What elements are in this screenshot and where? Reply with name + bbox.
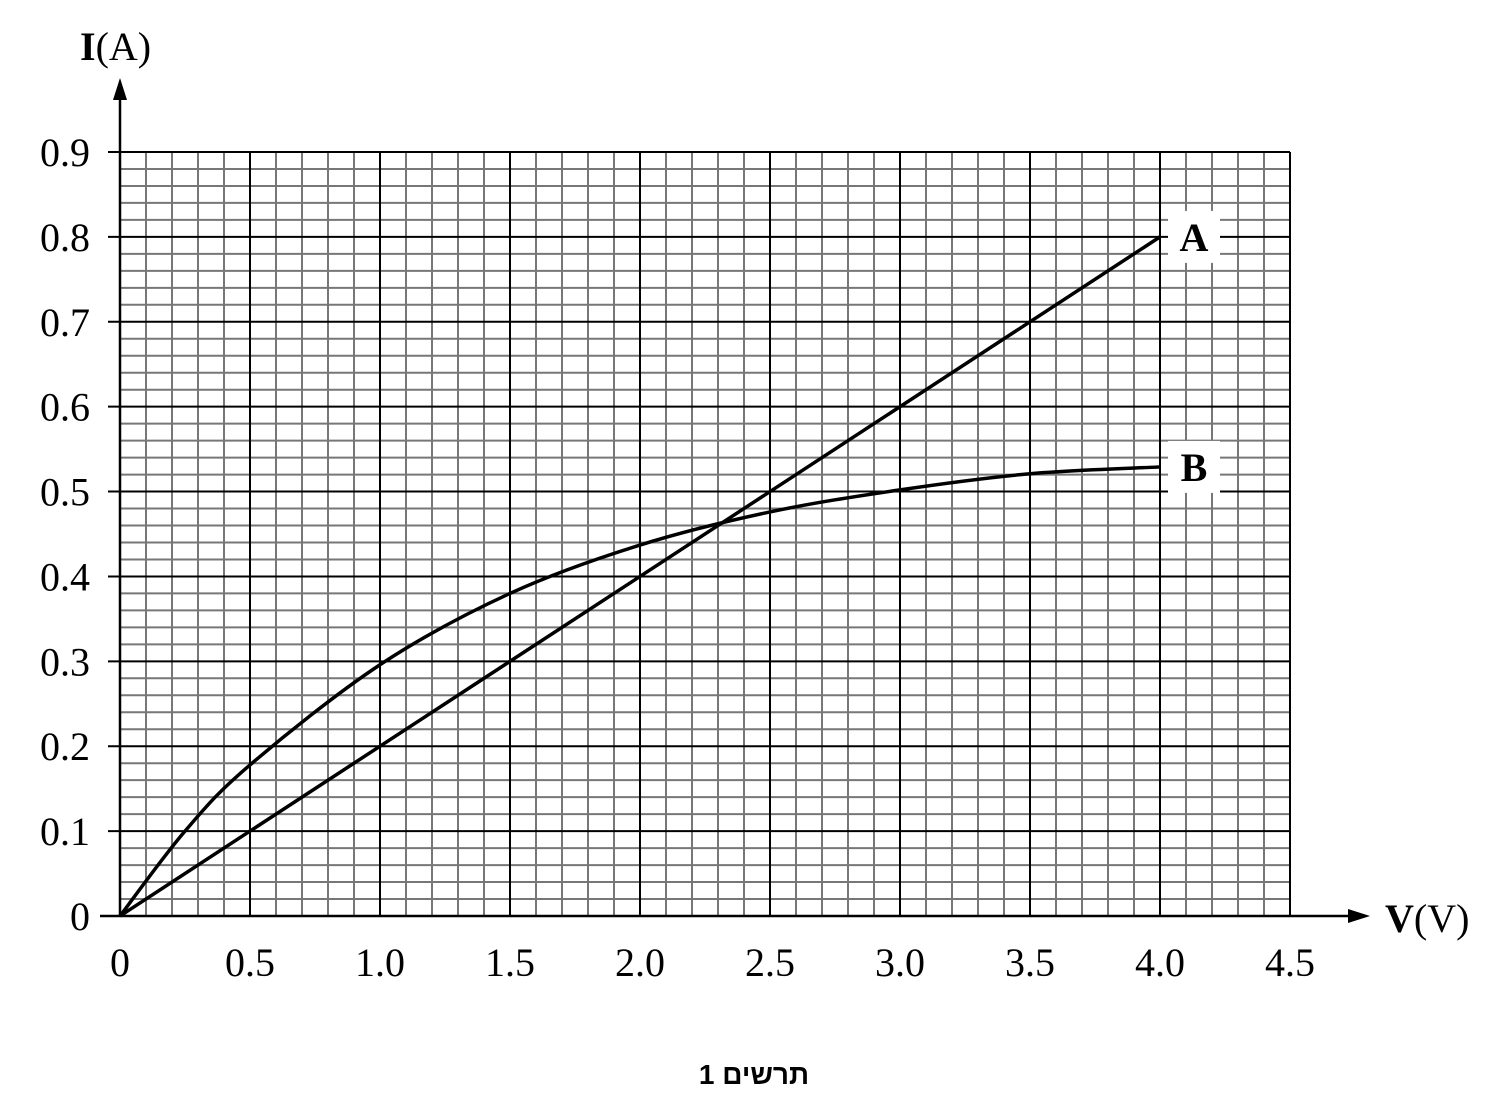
x-tick-label: 2.5 <box>745 940 795 985</box>
x-tick-label: 2.0 <box>615 940 665 985</box>
series-label: B <box>1181 445 1208 490</box>
y-tick-label: 0.9 <box>40 130 90 175</box>
y-axis-label: I(A) <box>80 24 151 69</box>
x-label-symbol: V <box>1385 896 1414 941</box>
series-label-bg <box>1168 440 1220 493</box>
x-arrow <box>1348 909 1370 923</box>
x-axis-label: V(V) <box>1385 896 1469 941</box>
x-tick-label: 1.0 <box>355 940 405 985</box>
x-tick-label: 4.5 <box>1265 940 1315 985</box>
y-tick-label: 0.6 <box>40 385 90 430</box>
caption: תרשים 1 <box>699 1059 809 1090</box>
series-line <box>118 465 1161 918</box>
y-tick-label: 0.5 <box>40 470 90 515</box>
y-tick-label: 0.2 <box>40 724 90 769</box>
y-arrow <box>113 78 127 100</box>
y-tick-label: 0 <box>70 894 90 939</box>
x-tick-label: 0.5 <box>225 940 275 985</box>
series-line <box>119 235 1161 918</box>
y-tick-label: 0.4 <box>40 554 90 599</box>
x-tick-label: 1.5 <box>485 940 535 985</box>
x-tick-label: 0 <box>110 940 130 985</box>
y-label-unit: (A) <box>96 24 152 69</box>
series-label-bg <box>1168 210 1220 263</box>
x-tick-label: 3.0 <box>875 940 925 985</box>
y-tick-label: 0.1 <box>40 809 90 854</box>
y-tick-label: 0.3 <box>40 639 90 684</box>
y-label-symbol: I <box>80 24 96 69</box>
x-label-unit: (V) <box>1414 896 1470 941</box>
grid <box>108 151 1291 917</box>
y-tick-label: 0.7 <box>40 300 90 345</box>
series-label: A <box>1180 215 1209 260</box>
y-tick-label: 0.8 <box>40 215 90 260</box>
x-tick-label: 4.0 <box>1135 940 1185 985</box>
x-tick-label: 3.5 <box>1005 940 1055 985</box>
